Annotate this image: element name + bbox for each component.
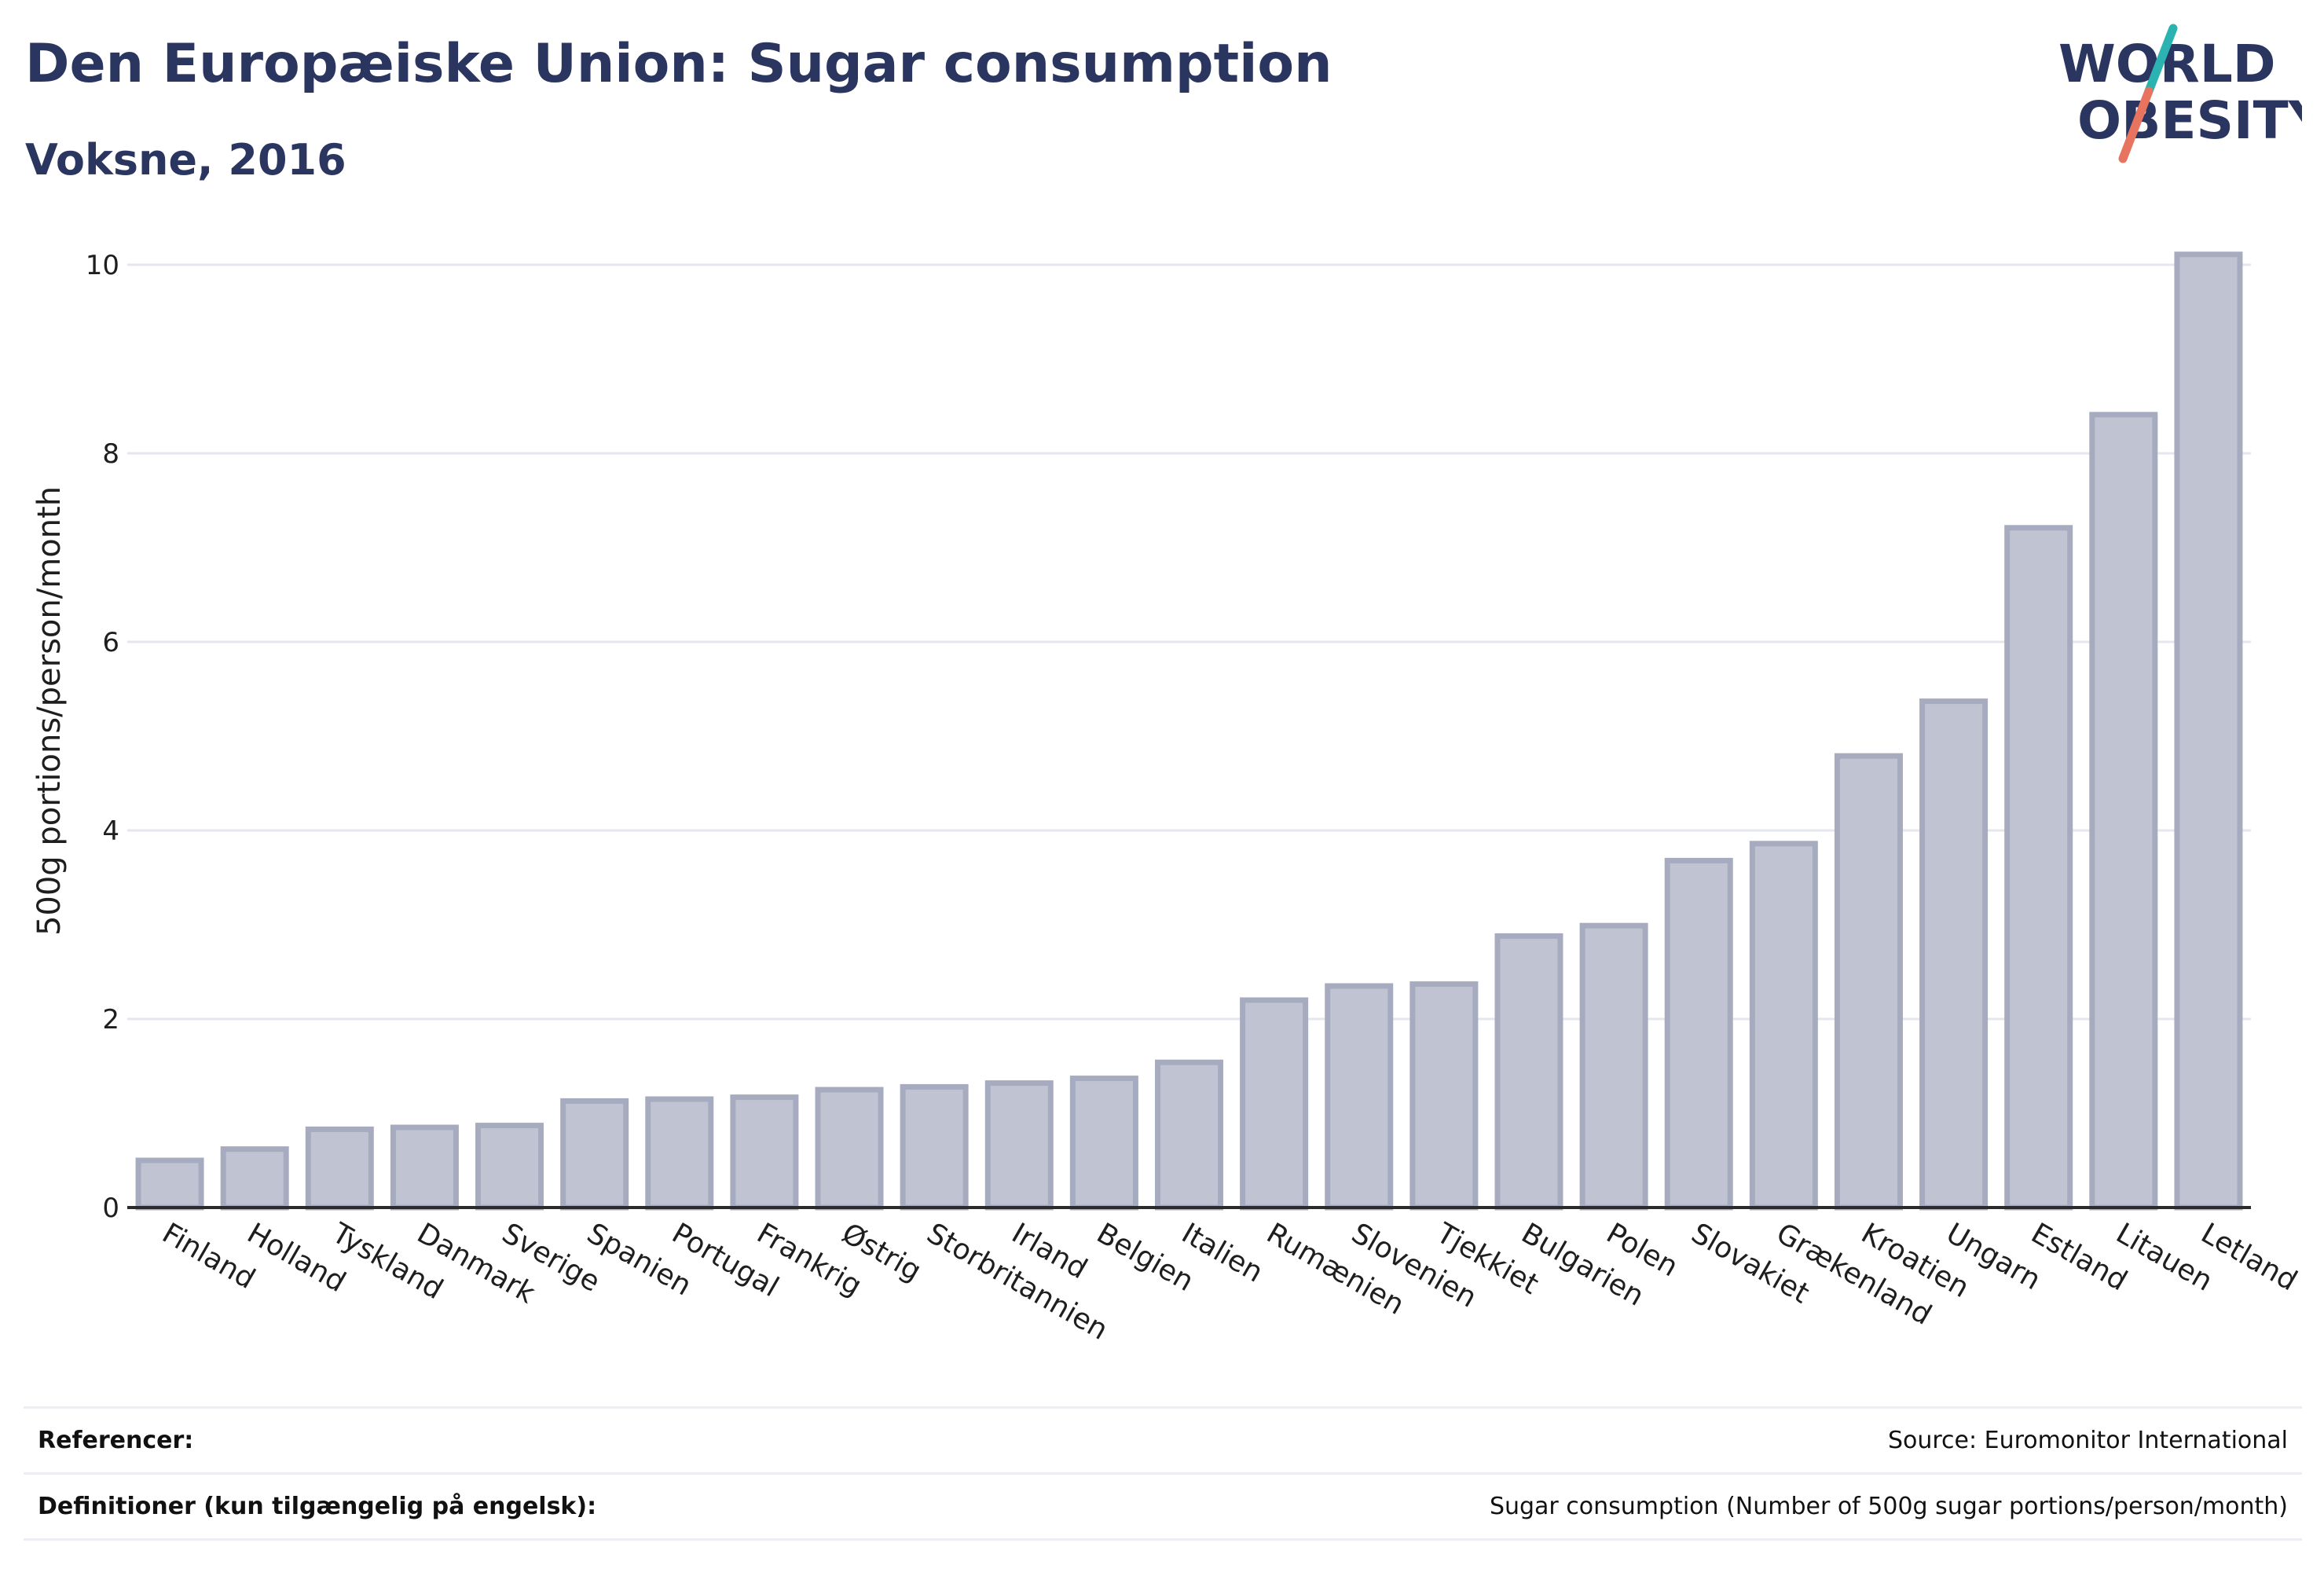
logo-slash-top	[2144, 24, 2178, 96]
bar[interactable]	[1579, 922, 1648, 1211]
bar[interactable]	[1834, 753, 1903, 1211]
bar[interactable]	[645, 1096, 714, 1211]
bar-chart: 0 2 4 6 8 10 FinlandHollandTysklandDanmarkSve…	[31, 250, 2303, 1347]
references-label: Referencer:	[38, 1426, 194, 1454]
bar[interactable]	[1240, 997, 1309, 1211]
x-category-label: Letland	[2195, 1217, 2302, 1297]
definitions-value: Sugar consumption (Number of 500g sugar …	[1489, 1492, 2288, 1520]
y-tick-label: 6	[102, 627, 119, 658]
bar[interactable]	[1069, 1076, 1138, 1211]
references-value: Source: Euromonitor International	[1887, 1426, 2288, 1454]
bars	[135, 251, 2243, 1211]
y-tick-label: 4	[102, 815, 119, 847]
x-category-label: Holland	[242, 1217, 351, 1299]
bar[interactable]	[1494, 933, 1563, 1211]
x-category-labels: FinlandHollandTysklandDanmarkSverigeSpan…	[157, 1217, 2303, 1347]
bar[interactable]	[1664, 857, 1733, 1211]
bar[interactable]	[2004, 525, 2073, 1211]
logo-text-obesity: OBESITY	[2077, 90, 2302, 151]
y-tick-label: 8	[102, 438, 119, 470]
bar[interactable]	[220, 1146, 289, 1211]
y-tick-label: 10	[86, 250, 119, 281]
bar[interactable]	[475, 1123, 544, 1211]
x-category-label: Litauen	[2110, 1217, 2218, 1298]
footer-divider	[24, 1538, 2302, 1541]
bar[interactable]	[2174, 251, 2243, 1211]
bar[interactable]	[1409, 981, 1479, 1211]
bar[interactable]	[900, 1083, 969, 1211]
bar[interactable]	[1154, 1059, 1224, 1211]
logo-slash-bottom	[2118, 86, 2154, 163]
y-tick-label: 2	[102, 1004, 119, 1035]
bar[interactable]	[730, 1094, 799, 1211]
bar[interactable]	[305, 1126, 374, 1211]
x-category-label: Estland	[2025, 1217, 2132, 1297]
bar[interactable]	[815, 1087, 884, 1211]
bar[interactable]	[560, 1098, 629, 1211]
bar[interactable]	[1325, 983, 1394, 1211]
y-tick-label: 0	[102, 1193, 119, 1224]
definitions-row: Definitioner (kun tilgængelig på engelsk…	[24, 1472, 2302, 1538]
bar[interactable]	[135, 1157, 204, 1211]
references-row: Referencer: Source: Euromonitor Internat…	[24, 1406, 2302, 1472]
chart-title: Den Europæiske Union: Sugar consumption	[25, 33, 1332, 95]
x-category-label: Finland	[157, 1217, 261, 1296]
definitions-label: Definitioner (kun tilgængelig på engelsk…	[38, 1492, 597, 1520]
bar[interactable]	[1919, 698, 1989, 1211]
chart-subtitle: Voksne, 2016	[25, 135, 346, 185]
world-obesity-logo: WORLD OBESITY	[2058, 24, 2302, 163]
bar[interactable]	[2089, 412, 2158, 1211]
y-tick-labels: 0 2 4 6 8 10	[86, 250, 119, 1224]
bar[interactable]	[390, 1124, 459, 1211]
y-axis-label: 500g portions/person/month	[31, 486, 68, 936]
bar[interactable]	[984, 1080, 1054, 1211]
bar[interactable]	[1749, 841, 1818, 1211]
x-category-label: Belgien	[1091, 1217, 1199, 1298]
